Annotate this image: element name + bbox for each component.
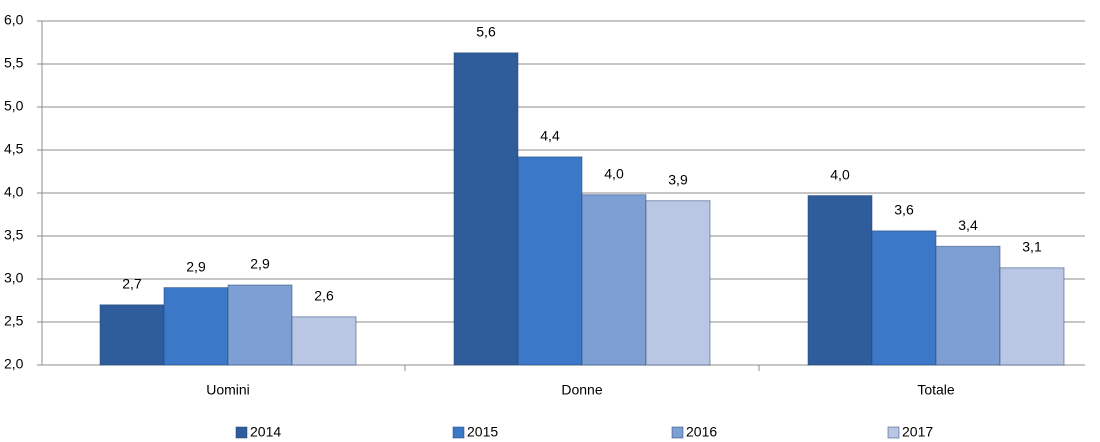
legend-swatch: [452, 426, 465, 439]
data-label: 3,1: [1022, 239, 1042, 255]
bar: [935, 245, 1001, 366]
data-label: 5,6: [476, 24, 496, 40]
bar: [291, 316, 357, 366]
bar: [645, 200, 711, 366]
y-tick-label: 5,5: [4, 55, 24, 71]
legend-label: 2014: [250, 424, 281, 440]
data-label: 3,4: [958, 217, 978, 233]
data-label: 2,6: [314, 288, 334, 304]
legend-label: 2017: [902, 424, 933, 440]
bar: [871, 230, 937, 366]
y-tick-label: 2,0: [4, 356, 24, 372]
x-tick-label: Donne: [561, 382, 602, 398]
data-label: 4,4: [540, 128, 560, 144]
data-label: 4,0: [830, 166, 850, 182]
x-tick-label: Totale: [917, 382, 955, 398]
y-tick-label: 5,0: [4, 98, 24, 114]
bar: [807, 195, 873, 366]
x-tick-label: Uomini: [206, 382, 250, 398]
legend-label: 2016: [686, 424, 717, 440]
y-tick-label: 4,5: [4, 141, 24, 157]
bar: [227, 284, 293, 366]
bar: [453, 52, 519, 366]
data-label: 2,9: [186, 258, 206, 274]
data-label: 2,9: [250, 256, 270, 272]
bar: [999, 267, 1065, 366]
y-tick-label: 3,5: [4, 227, 24, 243]
bar: [517, 156, 583, 366]
y-tick-label: 3,0: [4, 270, 24, 286]
data-label: 2,7: [122, 276, 142, 292]
legend-swatch: [671, 426, 684, 439]
y-tick-label: 2,5: [4, 313, 24, 329]
data-label: 4,0: [604, 165, 624, 181]
y-tick-label: 4,0: [4, 184, 24, 200]
bar: [163, 287, 229, 366]
data-label: 3,9: [668, 171, 688, 187]
bar: [99, 304, 165, 366]
legend-swatch: [887, 426, 900, 439]
legend-label: 2015: [467, 424, 498, 440]
legend-swatch: [235, 426, 248, 439]
bar: [581, 194, 647, 366]
y-tick-label: 6,0: [4, 12, 24, 28]
data-label: 3,6: [894, 202, 914, 218]
